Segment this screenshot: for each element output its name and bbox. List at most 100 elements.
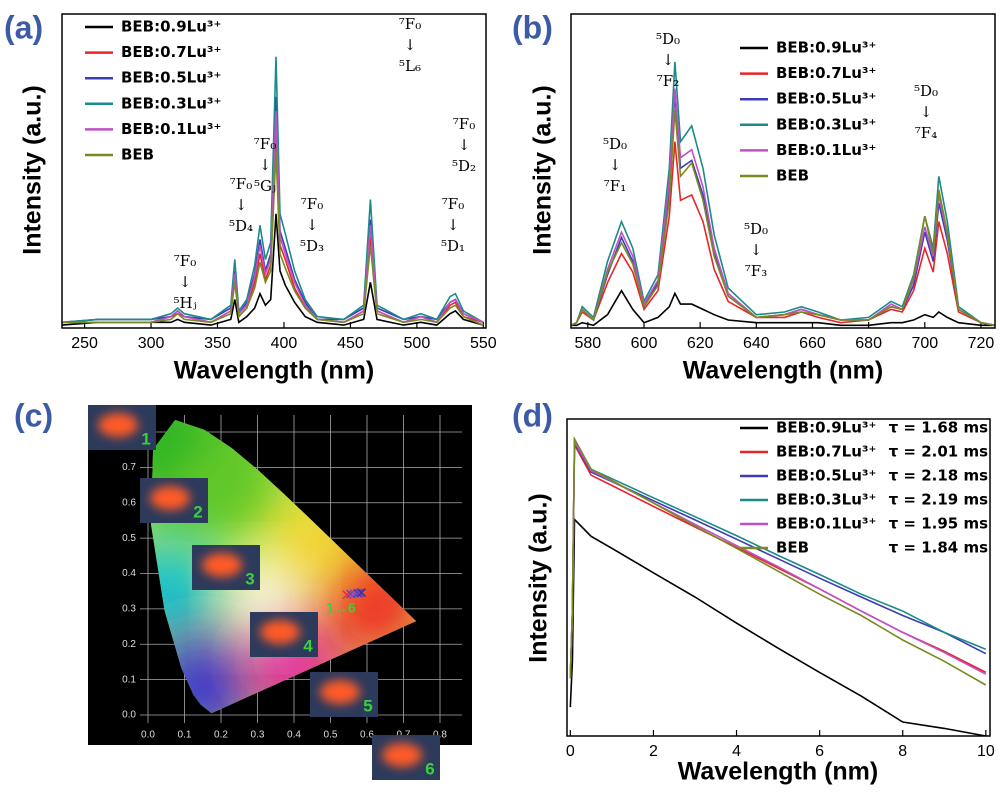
transition-label: ⁷F₀	[442, 195, 464, 213]
legend-label: BEB:0.7Lu³⁺	[776, 64, 876, 82]
transition-label: ⁵D₀	[656, 30, 680, 48]
series-line	[569, 517, 986, 736]
legend-label: BEB:0.3Lu³⁺	[121, 94, 221, 112]
x-tick-label: 620	[687, 335, 714, 352]
transition-label: ⁷F₀	[230, 175, 252, 193]
x-tick-label: 0.1	[178, 730, 192, 741]
x-tick-label: 4	[732, 743, 741, 760]
x-tick-label: 300	[138, 335, 165, 352]
x-tick-label: 600	[631, 335, 658, 352]
series-line	[569, 435, 987, 686]
legend-label: BEB:0.9Lu³⁺	[121, 18, 221, 36]
x-tick-label: 2	[649, 743, 658, 760]
panel-label: (d)	[512, 397, 553, 433]
cie-point	[355, 588, 365, 598]
x-tick-label: 8	[898, 743, 907, 760]
legend-label: BEB:0.9Lu³⁺	[776, 419, 876, 437]
transition-label: ⁵D₀	[603, 135, 627, 153]
panel: (c) 0.0 0.1 0.2 0.3 0.4 0.5 0.6 0.7 0.8 0.0 0.1 0.2 0…	[14, 397, 472, 780]
transition-label: ↓	[750, 241, 763, 259]
x-tick-label: 0.3	[251, 730, 265, 741]
cie-annotation: 1→6	[326, 599, 356, 615]
photo-number: 3	[245, 569, 254, 588]
cie-point	[356, 588, 367, 598]
x-tick-label: 700	[911, 335, 938, 352]
panel: (b) Intensity (a.u.) Wavelength (nm) 580 600…	[512, 9, 996, 385]
transition-label: ↓	[447, 216, 460, 234]
plot-frame	[570, 13, 996, 329]
transition-label: ↓	[179, 273, 192, 291]
y-tick-label: 0.0	[122, 710, 136, 721]
x-tick-label: 580	[574, 335, 601, 352]
transition-label: ⁷F₁	[604, 177, 626, 195]
x-tick-label: 0.6	[360, 730, 374, 741]
x-tick-label: 400	[271, 335, 298, 352]
y-axis-label: Intensity (a.u.)	[525, 493, 553, 662]
x-tick-label: 680	[855, 335, 882, 352]
legend-label: BEB:0.9Lu³⁺	[776, 39, 876, 57]
transition-label: ⁷F₀	[254, 135, 276, 153]
x-tick-label: 10	[977, 743, 995, 760]
plot-frame	[566, 418, 991, 737]
legend-label: BEB:0.1Lu³⁺	[776, 515, 876, 533]
series-line	[571, 109, 995, 327]
transition-label: ↓	[920, 103, 933, 121]
legend-label: BEB	[121, 146, 154, 164]
legend-tau: τ = 2.19 ms	[889, 491, 988, 509]
transition-label: ⁷F₀	[399, 15, 421, 33]
x-tick-label: 0.0	[141, 730, 155, 741]
x-tick-label: 0.2	[214, 730, 228, 741]
panel-label: (a)	[4, 9, 43, 45]
panel: (d) Intensity (a.u.) Wavelength (nm) 0 2 4 6 8 1…	[512, 397, 995, 785]
legend-label: BEB:0.1Lu³⁺	[121, 120, 221, 138]
transition-label: ↓	[609, 156, 622, 174]
x-tick-label: 250	[71, 335, 98, 352]
series-line	[571, 88, 995, 327]
transition-label: ⁷F₀	[174, 252, 196, 270]
series-line	[569, 438, 987, 679]
transition-label: ↓	[662, 51, 675, 69]
legend-label: BEB:0.5Lu³⁺	[776, 467, 876, 485]
photo-number: 1	[141, 429, 150, 448]
photo-sample	[260, 620, 300, 644]
series-line	[62, 111, 484, 324]
panel-label: (b)	[512, 9, 553, 45]
x-tick-label: 0.8	[433, 730, 447, 741]
x-tick-label: 0.5	[324, 730, 338, 741]
series-line	[62, 213, 484, 326]
y-axis-label: Intensity (a.u.)	[19, 85, 47, 254]
photo-number: 6	[425, 759, 434, 778]
transition-label: ⁵D₃	[300, 237, 324, 255]
cie-point	[346, 589, 356, 599]
transition-label: ↓	[404, 36, 417, 54]
legend-label: BEB:0.7Lu³⁺	[121, 43, 221, 61]
transition-label: ⁵D₄	[229, 217, 253, 235]
legend-tau: τ = 2.18 ms	[889, 467, 988, 485]
series-line	[571, 289, 995, 327]
x-tick-label: 660	[799, 335, 826, 352]
x-tick-label: 6	[815, 743, 824, 760]
legend-label: BEB:0.1Lu³⁺	[776, 141, 876, 159]
x-tick-label: 500	[404, 335, 431, 352]
transition-label: ⁵Gⱼ	[254, 177, 276, 195]
y-tick-label: 0.1	[122, 674, 136, 685]
transition-label: ⁷F₂	[657, 72, 679, 90]
x-tick-label: 720	[968, 335, 995, 352]
photo-sample	[382, 743, 422, 767]
transition-label: ⁵D₀	[914, 82, 938, 100]
transition-label: ⁵L₆	[399, 57, 421, 75]
transition-label: ⁵Hⱼ	[173, 294, 196, 312]
x-tick-label: 0	[566, 743, 575, 760]
transition-label: ⁵D₂	[452, 157, 476, 175]
photo-number: 5	[363, 696, 372, 715]
y-tick-label: 0.2	[122, 639, 136, 650]
legend-label: BEB:0.7Lu³⁺	[776, 443, 876, 461]
legend-tau: τ = 1.84 ms	[889, 539, 988, 557]
y-tick-label: 0.6	[122, 497, 136, 508]
legend-label: BEB:0.3Lu³⁺	[776, 491, 876, 509]
x-tick-label: 550	[470, 335, 497, 352]
legend-tau: τ = 1.68 ms	[889, 419, 988, 437]
legend-label: BEB	[776, 167, 809, 185]
series-line	[571, 141, 995, 327]
